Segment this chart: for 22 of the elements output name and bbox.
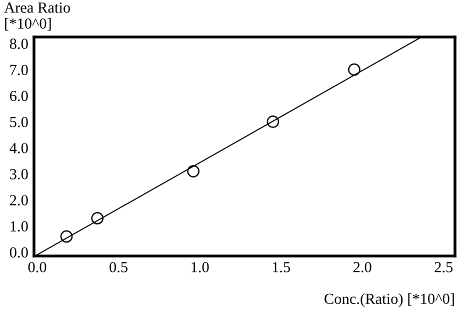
x-tick-label: 2.0 [353, 262, 372, 272]
y-tick-label: 2.0 [10, 195, 28, 206]
y-tick-label: 0.0 [10, 247, 28, 258]
point [60, 230, 73, 243]
y-tick-label: 4.0 [10, 142, 28, 154]
y-tick-label: 1.0 [10, 221, 28, 232]
x-tick-label: 0.0 [28, 262, 46, 272]
point [187, 165, 200, 178]
y-axis-title: Area Ratio [*10^0] [4, 2, 70, 31]
x-tick-label: 2.5 [434, 262, 453, 272]
y-tick-label: 7.0 [10, 64, 28, 76]
y-tick-label: 3.0 [10, 169, 28, 180]
point [266, 116, 280, 128]
x-tick-label: 1.0 [192, 262, 209, 272]
y-tick-label: 5.0 [10, 116, 28, 128]
x-tick-label: 1.5 [272, 262, 290, 272]
y-tick-label: 6.0 [10, 90, 28, 102]
y-tick-label: 8.0 [10, 38, 28, 50]
x-tick-label: 0.5 [110, 262, 128, 272]
point [91, 212, 104, 224]
x-axis-title: Conc.(Ratio) [*10^0] [324, 293, 454, 308]
point [348, 63, 360, 76]
